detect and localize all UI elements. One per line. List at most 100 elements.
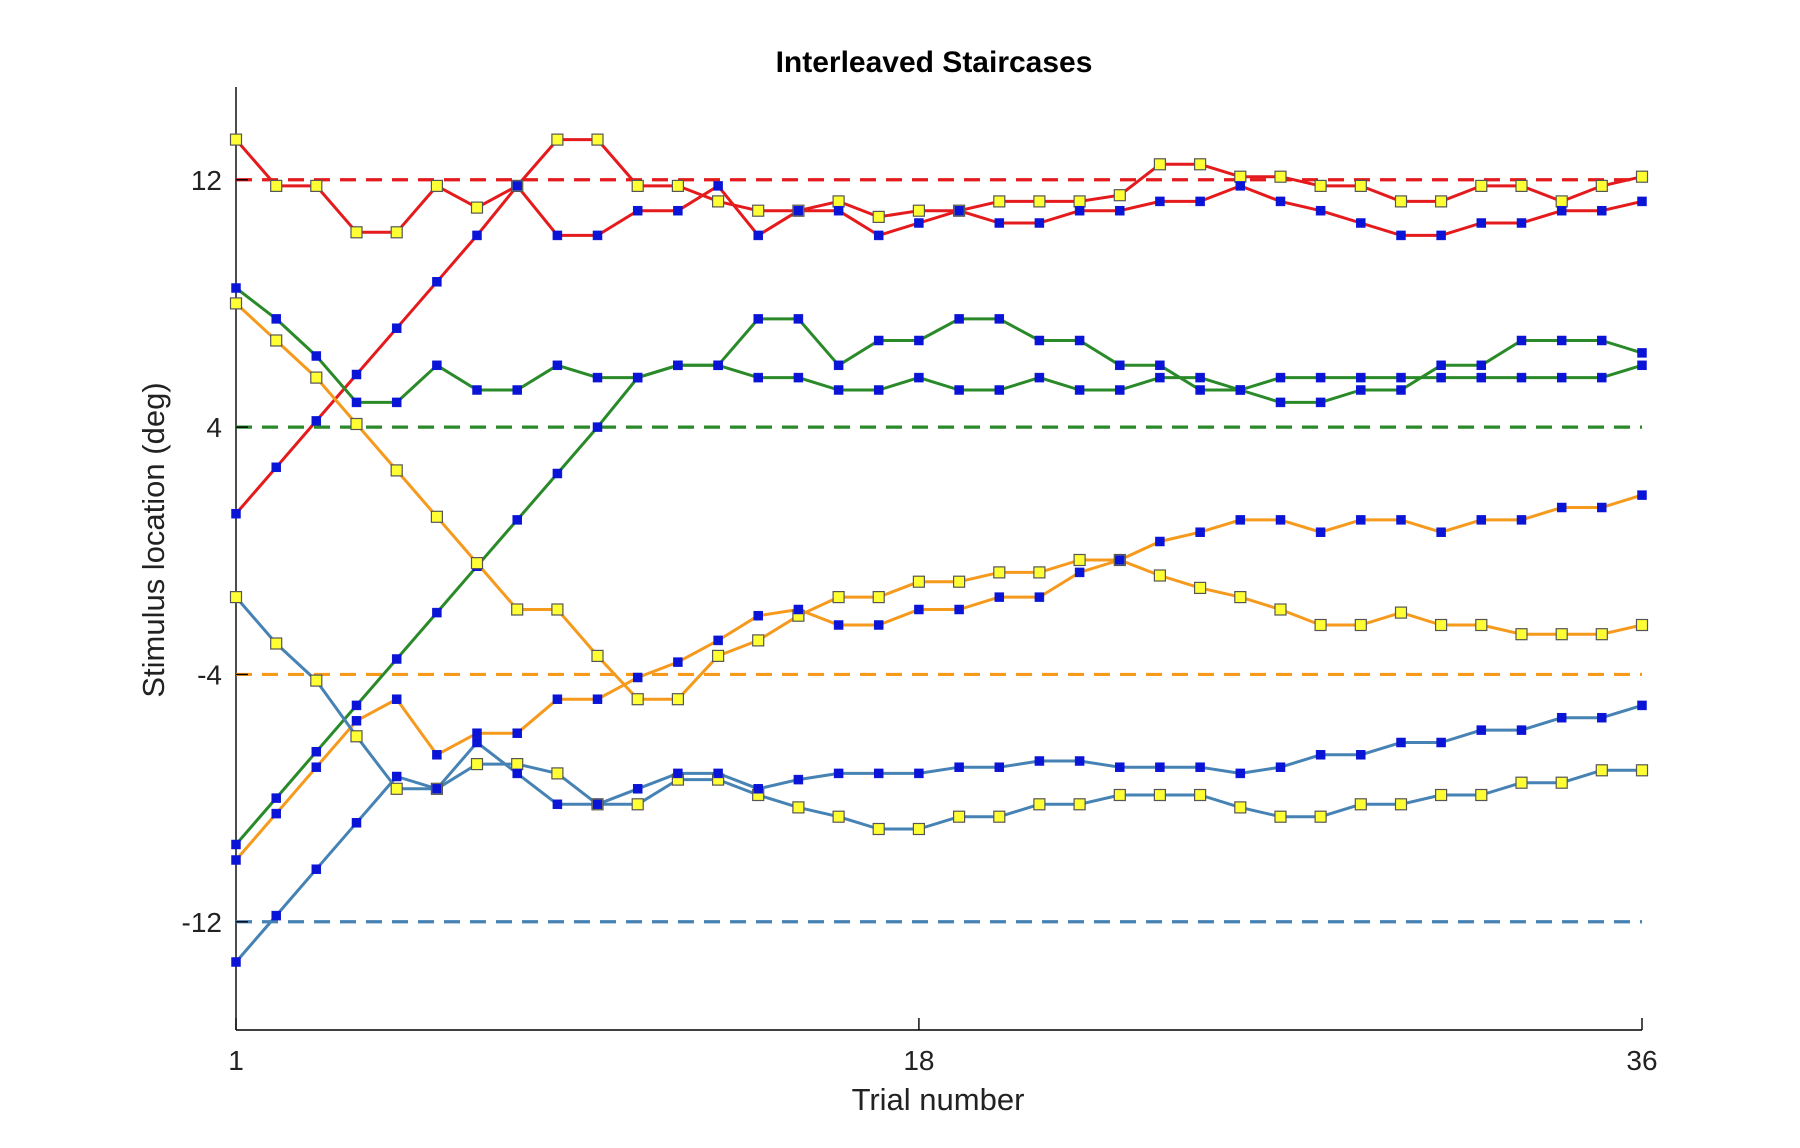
data-point-orange-4-29 [1354,618,1367,632]
data-point-orange-4-35 [1595,628,1608,641]
data-point-orange-4-33 [1515,628,1528,641]
data-point-green-2-16 [833,360,844,371]
data-point-blue-7-33 [1516,725,1527,735]
data-point-blue-7-5 [391,771,402,782]
data-point-red-1-2 [271,462,281,473]
data-point-red-1-32 [1476,218,1487,228]
data-point-orange-5-15 [793,604,804,615]
data-point-green-3-12 [673,360,683,371]
series-markers [229,133,1649,967]
data-point-orange-5-17 [873,620,884,630]
data-point-red-0-3 [310,179,323,192]
data-point-blue-6-20 [993,810,1006,823]
data-point-orange-5-16 [833,620,844,630]
data-point-orange-4-20 [993,566,1006,579]
data-point-green-3-19 [954,385,964,395]
data-point-green-3-17 [873,385,884,395]
data-point-orange-4-32 [1475,618,1488,632]
data-point-orange-4-31 [1434,618,1448,632]
data-point-orange-4-9 [551,603,564,616]
data-point-green-2-33 [1516,335,1527,346]
data-point-blue-6-33 [1515,776,1528,789]
data-point-green-2-18 [914,335,924,346]
data-point-blue-6-16 [832,810,845,823]
data-point-red-0-23 [1113,189,1126,202]
data-point-green-2-35 [1597,335,1607,346]
data-point-blue-6-32 [1475,788,1488,802]
data-point-green-3-15 [793,372,804,383]
series-line-green-3 [234,363,1643,846]
data-point-red-1-36 [1637,196,1647,207]
data-point-red-1-8 [512,181,522,191]
data-point-orange-4-13 [711,649,725,663]
data-point-red-1-16 [833,205,844,216]
data-point-green-3-5 [391,654,402,664]
series-line-blue-6 [234,596,1642,831]
data-point-orange-4-2 [270,334,283,347]
x-tick-label: 36 [1626,1045,1657,1076]
series-line-orange-5 [234,493,1643,861]
data-point-red-0-14 [752,204,765,217]
data-point-red-1-10 [592,230,603,241]
data-point-red-1-5 [391,323,402,333]
data-point-orange-5-3 [311,762,322,772]
data-point-blue-6-22 [1073,798,1086,811]
data-point-red-0-13 [711,195,725,208]
data-point-blue-7-11 [632,784,643,794]
data-point-green-3-2 [271,793,281,803]
data-point-red-0-33 [1515,179,1528,192]
data-point-red-1-33 [1516,218,1527,228]
data-point-orange-4-6 [430,510,443,523]
data-point-blue-6-11 [631,798,644,811]
data-point-orange-4-18 [912,575,926,588]
data-point-orange-5-25 [1195,527,1205,537]
data-point-green-3-30 [1396,372,1406,383]
data-point-red-1-6 [432,277,442,287]
data-point-red-1-29 [1356,218,1366,228]
data-point-green-3-11 [632,372,643,383]
data-point-blue-6-1 [229,590,243,604]
data-point-green-2-15 [793,314,804,324]
data-point-green-2-32 [1476,360,1487,371]
data-point-orange-5-36 [1637,490,1647,500]
data-point-red-1-17 [873,230,884,241]
data-point-green-2-3 [311,351,322,361]
data-point-green-2-29 [1356,385,1366,395]
y-tick-label: 4 [206,412,222,443]
data-point-green-3-1 [231,839,241,850]
data-point-blue-7-17 [873,768,884,779]
data-point-red-0-9 [551,133,564,146]
data-point-green-2-22 [1074,335,1085,346]
data-point-green-2-23 [1115,360,1125,371]
data-point-red-0-29 [1354,179,1367,192]
data-point-blue-6-18 [912,822,926,836]
data-point-red-0-17 [872,210,885,223]
data-point-green-3-36 [1637,360,1647,371]
data-point-red-1-20 [994,218,1005,228]
x-tick-label: 1 [228,1045,244,1076]
data-point-orange-5-18 [914,604,924,615]
data-point-blue-7-12 [673,768,683,779]
data-point-blue-6-25 [1193,788,1207,802]
data-point-green-2-10 [592,372,603,383]
data-point-blue-7-19 [954,762,964,772]
data-point-red-0-12 [671,179,685,192]
data-point-red-0-36 [1635,170,1649,183]
data-point-orange-5-34 [1556,502,1567,513]
data-point-orange-5-10 [592,694,603,704]
data-point-blue-6-15 [792,801,805,814]
data-point-green-2-21 [1034,335,1045,346]
data-point-blue-7-22 [1074,756,1085,766]
data-point-orange-4-19 [952,575,966,588]
data-point-red-0-30 [1394,195,1408,208]
data-point-red-0-24 [1153,158,1167,171]
data-point-red-1-30 [1396,230,1406,241]
data-point-orange-4-12 [671,693,685,706]
data-point-blue-7-4 [351,818,362,828]
data-point-blue-7-29 [1356,750,1366,760]
data-point-red-1-4 [351,369,362,380]
data-point-green-3-21 [1034,372,1045,383]
data-point-blue-7-6 [432,784,442,794]
data-point-green-2-28 [1315,397,1326,408]
